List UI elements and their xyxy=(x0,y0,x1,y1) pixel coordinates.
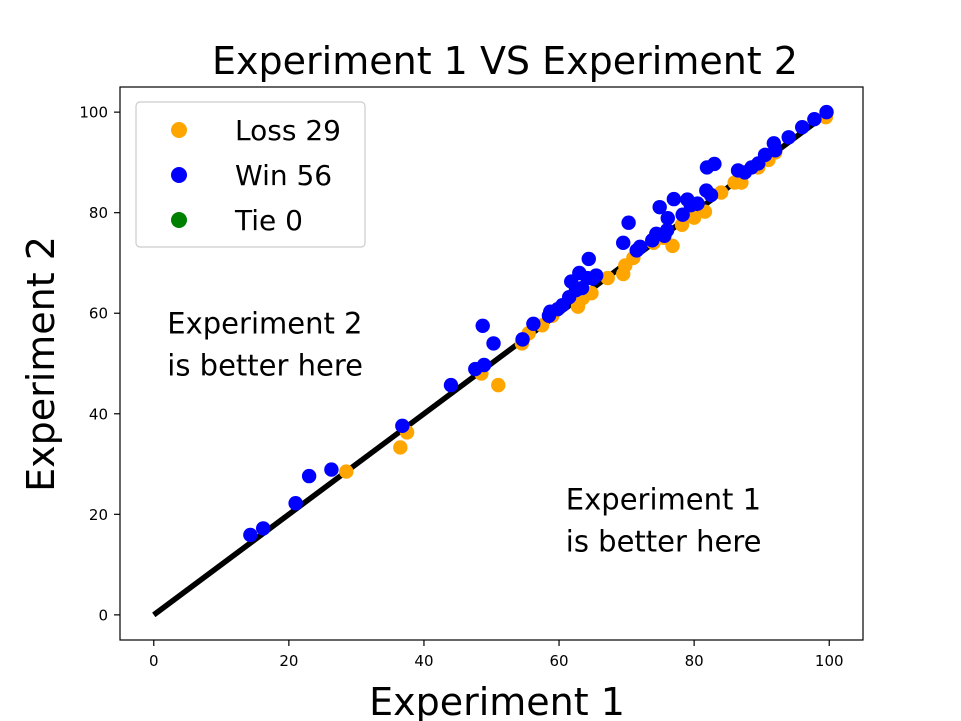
x-tick-label: 40 xyxy=(414,652,433,670)
legend-label-loss: Loss 29 xyxy=(235,114,341,147)
point-win-3 xyxy=(301,468,317,484)
legend-label-win: Win 56 xyxy=(235,159,332,192)
point-loss-9 xyxy=(600,270,615,286)
annotation-text-1-0: Experiment 1 xyxy=(566,482,761,516)
point-win-1 xyxy=(255,521,271,536)
legend-marker-tie xyxy=(171,212,187,228)
point-win-5 xyxy=(395,418,410,434)
point-win-24 xyxy=(616,235,631,251)
point-win-53 xyxy=(757,147,773,163)
annotations: Experiment 2 is better here Experiment 1 is… xyxy=(167,306,761,558)
point-loss-1 xyxy=(393,440,408,455)
y-tick-label: 60 xyxy=(89,305,108,323)
y-tick-label: 20 xyxy=(89,506,108,524)
legend-marker-win xyxy=(171,167,187,183)
legend-marker-loss xyxy=(171,122,187,138)
point-win-49 xyxy=(629,243,644,258)
plot-border xyxy=(119,86,864,641)
legend: Loss 29 Win 56 Tie 0 xyxy=(135,101,366,248)
y-axis-title: Experiment 2 xyxy=(19,236,63,492)
annotation-text-1-1: is better here xyxy=(566,524,762,558)
point-win-46 xyxy=(819,104,834,120)
point-win-36 xyxy=(690,196,705,211)
point-win-31 xyxy=(660,211,675,226)
y-axis-ticks: 0 20 40 60 80 100 xyxy=(79,104,120,624)
data-points xyxy=(243,104,834,543)
chart-title: Experiment 1 VS Experiment 2 xyxy=(212,39,798,83)
x-axis-title: Experiment 1 xyxy=(369,680,625,721)
legend-label-tie: Tie 0 xyxy=(234,204,303,237)
x-tick-label: 20 xyxy=(279,652,298,670)
point-win-50 xyxy=(659,223,675,238)
x-axis-ticks: 0 20 40 60 80 100 xyxy=(149,640,844,670)
point-win-25 xyxy=(621,215,636,230)
annotation-text-0-1: is better here xyxy=(167,348,363,382)
point-loss-0 xyxy=(339,464,354,479)
point-win-29 xyxy=(652,199,667,215)
point-loss-14 xyxy=(665,238,680,254)
point-win-32 xyxy=(666,191,682,207)
point-win-9 xyxy=(476,357,492,373)
point-win-55 xyxy=(795,120,810,135)
point-win-33 xyxy=(675,207,690,222)
point-loss-16 xyxy=(686,210,702,225)
point-win-52 xyxy=(737,165,752,180)
legend-frame xyxy=(135,101,366,248)
x-tick-label: 60 xyxy=(549,652,568,670)
point-win-10 xyxy=(486,336,501,351)
x-tick-label: 0 xyxy=(149,652,159,670)
point-win-8 xyxy=(475,318,490,333)
point-win-4 xyxy=(324,462,339,477)
y-tick-label: 40 xyxy=(89,405,108,423)
point-win-51 xyxy=(703,187,719,203)
annotation-text-0-0: Experiment 2 xyxy=(167,306,362,340)
y-tick-label: 80 xyxy=(89,204,108,222)
point-win-48 xyxy=(588,268,604,283)
x-tick-label: 100 xyxy=(815,652,844,670)
y-tick-label: 100 xyxy=(79,104,108,122)
x-tick-label: 80 xyxy=(685,652,704,670)
y-tick-label: 0 xyxy=(98,606,108,624)
point-win-45 xyxy=(807,111,822,127)
point-win-2 xyxy=(288,496,303,511)
point-win-0 xyxy=(243,527,258,543)
point-win-11 xyxy=(515,332,530,347)
point-win-39 xyxy=(707,156,722,172)
point-win-47 xyxy=(541,308,557,323)
point-win-54 xyxy=(781,130,796,145)
point-win-22 xyxy=(581,251,596,267)
point-win-6 xyxy=(443,377,459,393)
point-win-12 xyxy=(526,316,541,331)
point-loss-4 xyxy=(491,377,506,393)
